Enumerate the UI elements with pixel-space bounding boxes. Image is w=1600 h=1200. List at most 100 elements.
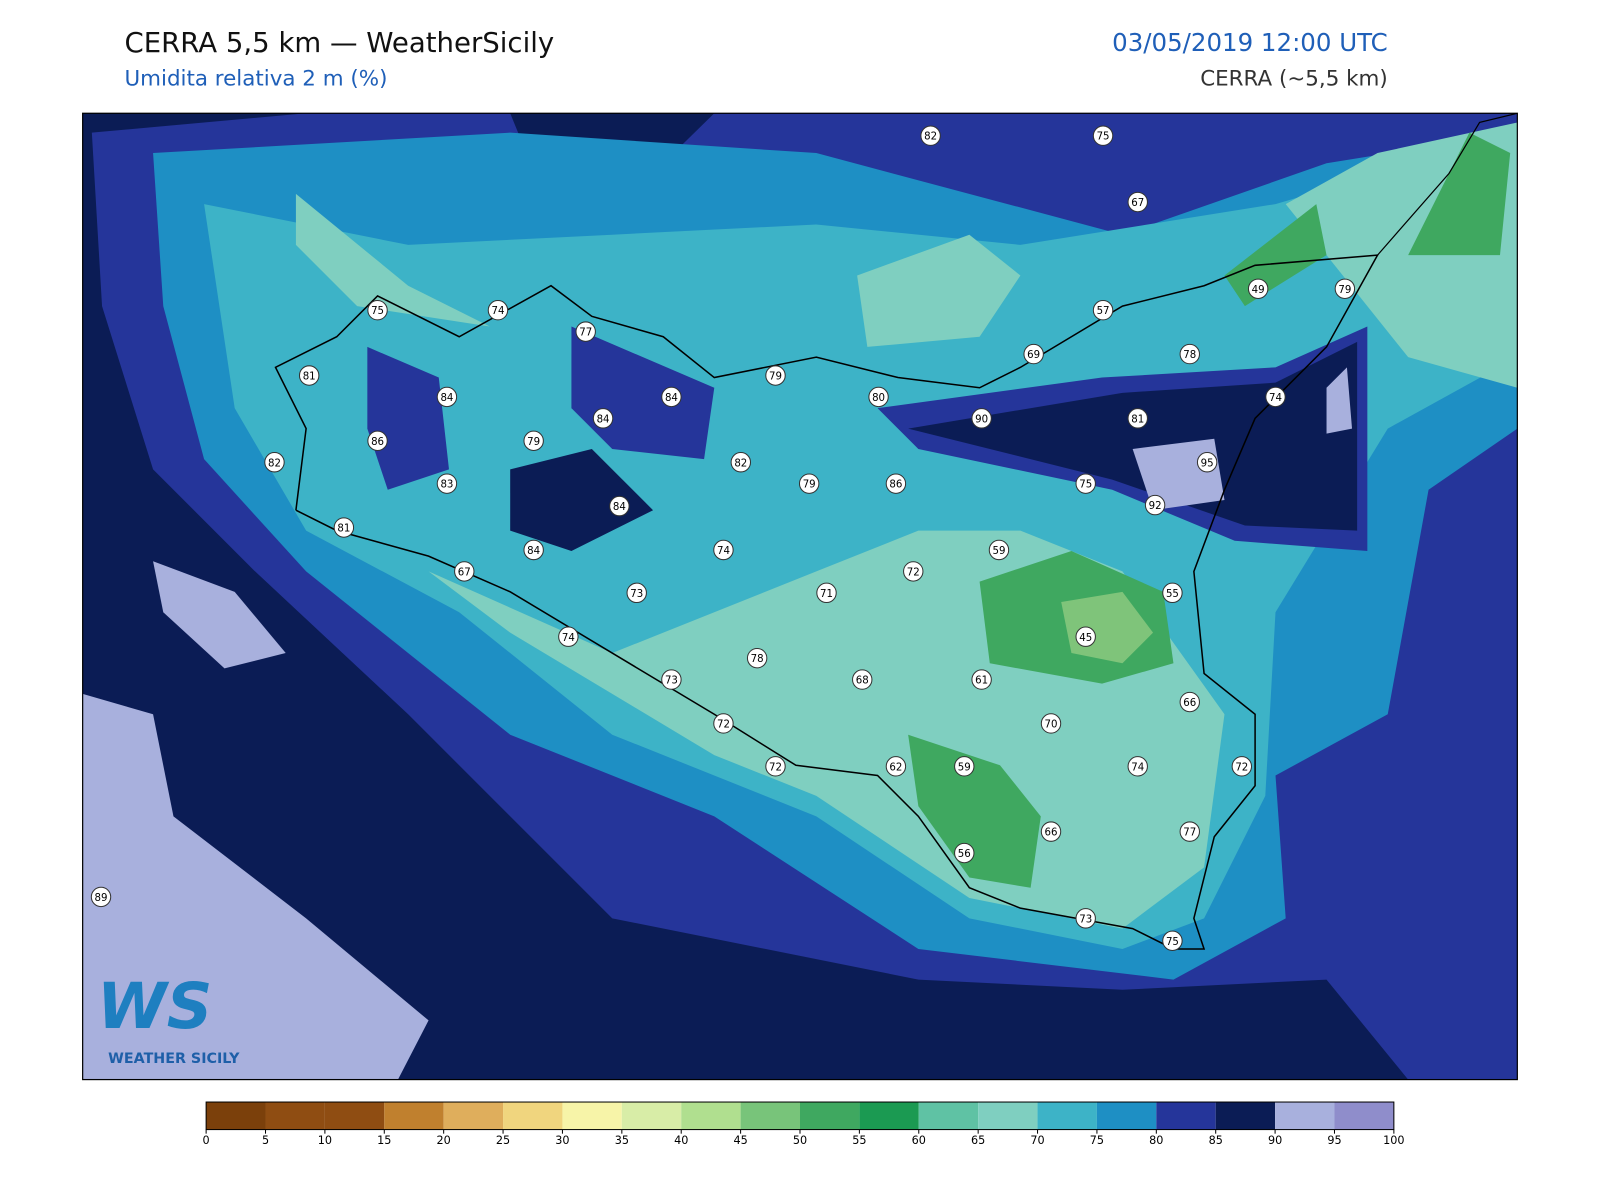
station-marker	[1075, 626, 1096, 647]
station-marker	[1127, 756, 1148, 777]
station-marker	[558, 626, 579, 647]
station-value: 73	[1079, 914, 1092, 925]
colorbar-tick-label: 20	[437, 1134, 451, 1147]
station-value: 45	[1079, 633, 1092, 644]
colorbar-tick-label: 70	[1030, 1134, 1044, 1147]
station-value: 66	[1183, 698, 1196, 709]
station-marker	[903, 561, 924, 582]
station-marker	[1196, 452, 1218, 473]
station-value: 59	[958, 762, 971, 773]
station-value: 61	[975, 676, 988, 687]
colorbar-swatch	[1096, 1102, 1157, 1130]
station-marker	[1265, 386, 1286, 408]
station-marker	[1162, 930, 1183, 952]
station-marker	[1075, 473, 1096, 494]
station-value: 71	[820, 589, 833, 600]
station-marker	[988, 539, 1010, 561]
station-value: 75	[371, 306, 384, 317]
station-value: 84	[597, 414, 610, 425]
colorbar-swatch	[384, 1102, 444, 1130]
station-marker	[1075, 908, 1096, 929]
station-marker	[90, 886, 112, 908]
colorbar-tick-label: 95	[1327, 1134, 1341, 1147]
station-value: 74	[562, 633, 575, 644]
station-marker	[609, 495, 630, 517]
colorbar-tick-label: 35	[615, 1134, 629, 1147]
station-value: 75	[1166, 937, 1179, 948]
station-value: 84	[440, 393, 453, 404]
station-marker	[971, 669, 992, 690]
station-value: 55	[1166, 589, 1179, 600]
station-value: 72	[907, 567, 920, 578]
station-marker	[367, 430, 388, 452]
station-marker	[1092, 125, 1114, 146]
station-value: 70	[1045, 719, 1058, 730]
subtitle: Umidita relativa 2 m (%)	[124, 67, 387, 92]
station-value: 90	[975, 414, 988, 425]
datetime: 03/05/2019 12:00 UTC	[1112, 28, 1388, 57]
station-value: 74	[1269, 393, 1282, 404]
station-value: 84	[613, 502, 626, 513]
station-value: 81	[303, 372, 316, 383]
station-marker	[713, 713, 734, 734]
station-marker	[661, 669, 682, 690]
station-value: 78	[751, 654, 764, 665]
logo-name: WEATHER SICILY	[108, 1051, 240, 1067]
station-value: 74	[491, 306, 504, 317]
colorbar-swatch	[740, 1102, 800, 1130]
colorbar-tick-label: 85	[1209, 1134, 1223, 1147]
station-marker	[816, 582, 837, 604]
station-marker	[713, 539, 734, 561]
colorbar-swatch	[503, 1102, 563, 1130]
station-value: 82	[734, 458, 747, 469]
logo: WS WEATHER SICILY	[97, 969, 240, 1067]
station-value: 80	[872, 393, 885, 404]
station-marker	[1179, 691, 1200, 713]
colorbar-swatch	[621, 1102, 682, 1130]
station-marker	[264, 452, 285, 473]
station-value: 82	[924, 132, 937, 143]
station-marker	[1179, 821, 1200, 842]
colorbar-swatch	[562, 1102, 622, 1130]
station-value: 77	[579, 328, 592, 339]
station-marker	[798, 473, 820, 494]
colorbar-swatch	[1275, 1102, 1335, 1130]
station-value: 67	[1131, 198, 1144, 209]
station-marker	[868, 386, 889, 408]
map-field	[82, 113, 1518, 1080]
station-value: 77	[1183, 828, 1196, 839]
colorbar-tick-label: 90	[1268, 1134, 1282, 1147]
colorbar-tick-label: 25	[496, 1134, 510, 1147]
station-marker	[954, 842, 975, 864]
station-marker	[575, 321, 596, 342]
station-marker	[1179, 343, 1200, 365]
station-value: 89	[95, 893, 108, 904]
station-marker	[523, 430, 544, 452]
colorbar-tick-label: 45	[733, 1134, 747, 1147]
station-value: 75	[1097, 132, 1110, 143]
title: CERRA 5,5 km — WeatherSicily	[124, 27, 554, 59]
station-marker	[852, 669, 873, 690]
colorbar-swatch	[978, 1102, 1038, 1130]
station-marker	[436, 473, 458, 494]
station-marker	[920, 125, 941, 146]
station-value: 82	[268, 458, 281, 469]
colorbar-swatch	[206, 1102, 266, 1130]
colorbar-swatch	[1156, 1102, 1216, 1130]
station-marker	[1247, 278, 1269, 299]
station-marker	[592, 408, 614, 429]
station-marker	[454, 561, 475, 582]
station-marker	[1040, 821, 1062, 842]
station-value: 75	[1079, 480, 1092, 491]
colorbar-tick-label: 60	[912, 1134, 926, 1147]
colorbar-swatch	[799, 1102, 860, 1130]
station-value: 84	[527, 546, 540, 557]
station-marker	[730, 452, 752, 473]
station-value: 74	[1131, 762, 1144, 773]
station-value: 57	[1097, 306, 1110, 317]
station-marker	[333, 517, 355, 538]
station-value: 78	[1183, 350, 1196, 361]
station-value: 72	[1235, 762, 1248, 773]
station-value: 95	[1201, 458, 1214, 469]
